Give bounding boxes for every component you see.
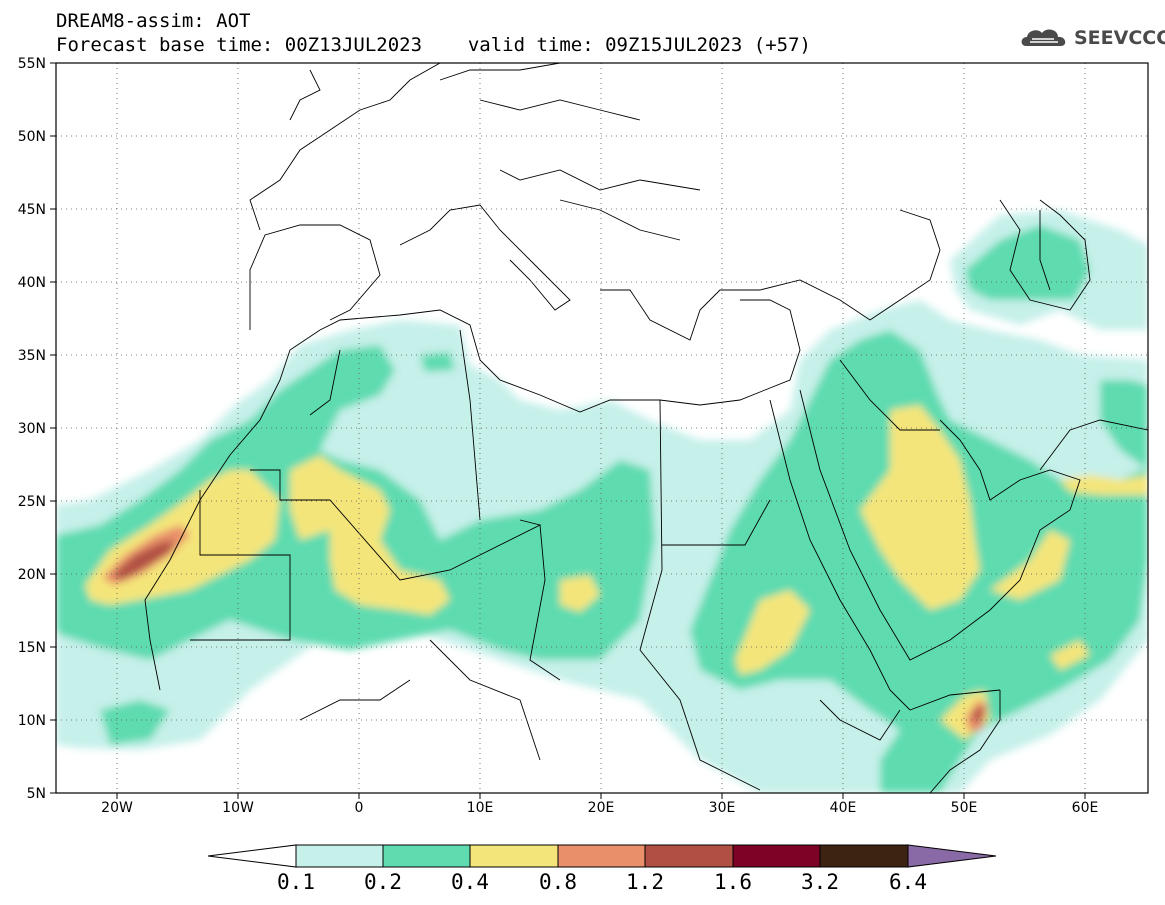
colorbar-label: 3.2 xyxy=(801,870,839,894)
lon-label: 0 xyxy=(355,800,364,816)
colorbar-label: 0.8 xyxy=(539,870,577,894)
colorbar-swatch xyxy=(819,844,909,868)
colorbar-swatch xyxy=(557,844,646,868)
gridlines xyxy=(56,63,1148,793)
lat-label: 55N xyxy=(18,56,46,72)
lat-label: 35N xyxy=(18,348,46,364)
axis-ticks xyxy=(50,62,1086,799)
colorbar-label: 0.2 xyxy=(364,870,402,894)
lon-label: 20E xyxy=(588,800,615,816)
lat-label: 20N xyxy=(18,567,46,583)
longitude-labels: 20W 10W 0 10E 20E 30E 40E 50E 60E xyxy=(101,800,1098,816)
cloud-icon xyxy=(1021,29,1066,46)
colorbar-swatch xyxy=(732,844,821,868)
lat-label: 15N xyxy=(18,640,46,656)
lat-label: 40N xyxy=(18,275,46,291)
lat-label: 5N xyxy=(27,786,46,802)
valid-time: valid time: 09Z15JUL2023 (+57) xyxy=(467,34,811,56)
colorbar-label: 1.2 xyxy=(626,870,664,894)
colorbar-swatch xyxy=(382,844,471,868)
lon-label: 10E xyxy=(467,800,494,816)
latitude-labels: 55N 50N 45N 40N 35N 30N 25N 20N 15N 10N … xyxy=(18,56,46,802)
colorbar-label: 6.4 xyxy=(889,870,927,894)
aot-level-1.2 xyxy=(112,540,984,725)
lon-label: 40E xyxy=(830,800,857,816)
lat-label: 30N xyxy=(18,421,46,437)
lon-label: 20W xyxy=(101,800,133,816)
lon-label: 50E xyxy=(951,800,978,816)
lon-label: 30E xyxy=(709,800,736,816)
base-time: Forecast base time: 00Z13JUL2023 xyxy=(56,34,423,56)
colorbar-label: 1.6 xyxy=(714,870,752,894)
colorbar-label: 0.4 xyxy=(451,870,489,894)
colorbar-high-arrow xyxy=(907,844,997,868)
logo-text: SEEVCCC xyxy=(1074,27,1165,49)
lon-label: 10W xyxy=(222,800,254,816)
coastlines-borders xyxy=(144,63,1148,793)
lat-label: 45N xyxy=(18,202,46,218)
seevccc-logo: SEEVCCC xyxy=(1018,24,1165,52)
chart-title: DREAM8-assim: AOT xyxy=(56,10,251,32)
lat-label: 25N xyxy=(18,494,46,510)
lat-label: 10N xyxy=(18,713,46,729)
forecast-times: Forecast base time: 00Z13JUL2023 valid t… xyxy=(56,34,811,56)
colorbar-low-arrow xyxy=(207,844,297,868)
colorbar-swatch xyxy=(469,844,559,868)
colorbar xyxy=(207,844,997,868)
colorbar-label: 0.1 xyxy=(277,870,315,894)
colorbar-swatch xyxy=(644,844,734,868)
lon-label: 60E xyxy=(1072,800,1099,816)
colorbar-swatch xyxy=(295,844,384,868)
lat-label: 50N xyxy=(18,129,46,145)
